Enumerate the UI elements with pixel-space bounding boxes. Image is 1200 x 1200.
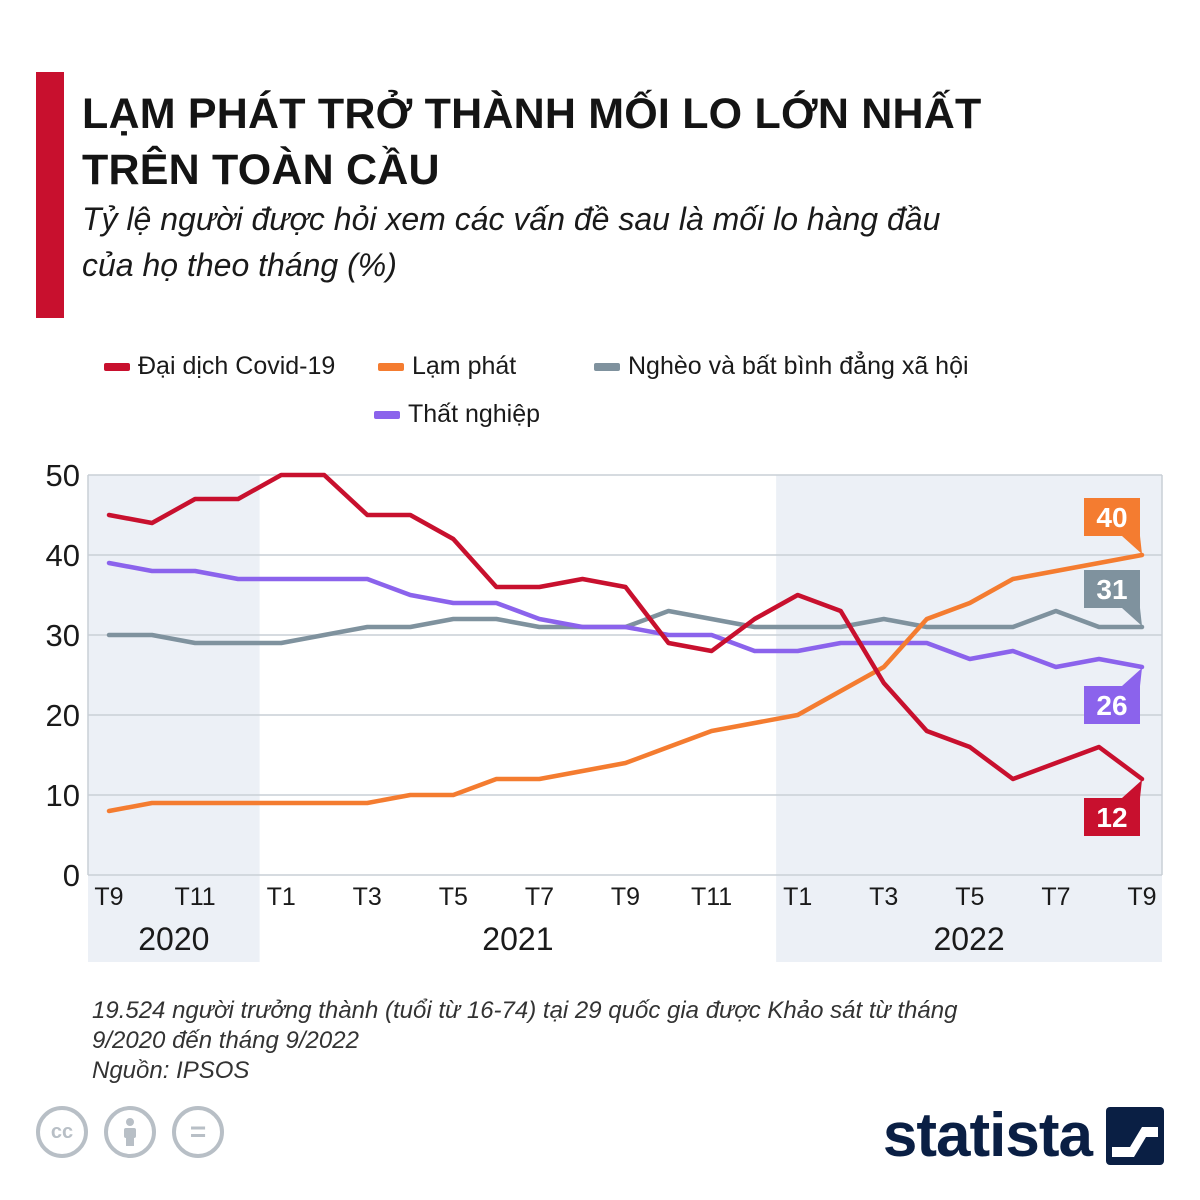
series-line-inflation xyxy=(106,552,1145,814)
x-tick-label-10: T7 xyxy=(525,883,554,911)
callout-box-poverty xyxy=(1084,570,1140,608)
brand-name: statista xyxy=(882,1101,1093,1170)
x-tick-label-18: T3 xyxy=(869,883,898,911)
callout-pointer-unemployment xyxy=(1122,668,1142,686)
legend-item-poverty: Nghèo và bất bình đẳng xã hội xyxy=(594,352,969,381)
attribution-icon[interactable] xyxy=(104,1106,156,1158)
x-tick-label-4: T1 xyxy=(267,883,296,911)
x-tick-label-6: T3 xyxy=(353,883,382,911)
legend-item-unemployment: Thất nghiệp xyxy=(374,400,540,429)
y-tick-label-50: 50 xyxy=(46,458,80,493)
callout-box-covid xyxy=(1084,798,1140,836)
callout-label-covid: 12 xyxy=(1096,802,1127,833)
y-axis-ticks: 0 10 20 30 40 50 xyxy=(46,458,80,893)
x-tick-label-2: T11 xyxy=(174,883,215,911)
callout-label-poverty: 31 xyxy=(1096,574,1127,605)
x-tick-label-14: T11 xyxy=(691,883,732,911)
y-tick-label-30: 30 xyxy=(46,618,80,653)
series-line-covid xyxy=(106,472,1145,782)
x-tick-label-0: T9 xyxy=(94,883,123,911)
legend-swatch-covid xyxy=(104,362,130,371)
series-line-poverty xyxy=(106,608,1145,646)
x-tick-label-8: T5 xyxy=(439,883,468,911)
y-tick-label-0: 0 xyxy=(63,858,80,893)
subtitle-line-1: Tỷ lệ người được hỏi xem các vấn đề sau … xyxy=(82,201,941,237)
callout-pointer-inflation xyxy=(1122,536,1142,554)
callout-box-inflation xyxy=(1084,498,1140,536)
year-band-2022 xyxy=(776,475,1162,962)
title-line-1: LẠM PHÁT TRỞ THÀNH MỐI LO LỚN NHẤT xyxy=(82,90,982,138)
legend-item-inflation: Lạm phát xyxy=(378,352,516,381)
y-tick-label-20: 20 xyxy=(46,698,80,733)
year-label-2022: 2022 xyxy=(933,921,1004,957)
gridlines xyxy=(87,474,1163,876)
x-tick-label-24: T9 xyxy=(1127,883,1156,911)
year-bands xyxy=(88,475,1162,962)
title-line-2: TRÊN TOÀN CẦU xyxy=(82,146,440,194)
legend-label-inflation: Lạm phát xyxy=(412,352,517,380)
legend-label-unemployment: Thất nghiệp xyxy=(408,400,541,428)
footnote-line-1: 19.524 người trưởng thành (tuổi từ 16-74… xyxy=(92,997,958,1024)
x-axis-ticks: T9 T11 T1 T3 T5 T7 T9 T11 T1 T3 T5 T7 T9 xyxy=(94,883,1156,911)
legend-swatch-inflation xyxy=(378,362,404,371)
callout-pointer-covid xyxy=(1122,780,1142,798)
end-value-callouts: 12 40 31 26 xyxy=(1084,498,1142,836)
x-tick-label-22: T7 xyxy=(1041,883,1070,911)
year-labels: 2020 2021 2022 xyxy=(138,921,1004,957)
y-tick-label-10: 10 xyxy=(46,778,80,813)
nd-icon-text: = xyxy=(189,1116,207,1147)
legend-swatch-poverty xyxy=(594,362,620,371)
y-tick-label-40: 40 xyxy=(46,538,80,573)
legend-label-poverty: Nghèo và bất bình đẳng xã hội xyxy=(628,352,969,380)
footnote: 19.524 người trưởng thành (tuổi từ 16-74… xyxy=(92,996,1132,1086)
legend-label-covid: Đại dịch Covid-19 xyxy=(138,352,336,380)
x-tick-label-16: T1 xyxy=(783,883,812,911)
statista-logo[interactable]: statista xyxy=(883,1100,1164,1171)
no-derivatives-icon[interactable]: = xyxy=(172,1106,224,1158)
person-glyph xyxy=(124,1118,136,1146)
year-band-2020 xyxy=(88,475,260,962)
license-icons: cc = xyxy=(36,1106,224,1158)
cc-icon[interactable]: cc xyxy=(36,1106,88,1158)
callout-pointer-poverty xyxy=(1122,608,1142,626)
cc-icon-text: cc xyxy=(50,1120,74,1143)
year-label-2020: 2020 xyxy=(138,921,209,957)
legend-item-covid: Đại dịch Covid-19 xyxy=(104,352,335,381)
legend-swatch-unemployment xyxy=(374,410,400,419)
accent-bar xyxy=(36,72,64,318)
footnote-line-2: 9/2020 đến tháng 9/2022 xyxy=(92,1027,359,1054)
statista-mark-icon xyxy=(1106,1106,1164,1165)
series-lines xyxy=(106,472,1145,814)
legend: Đại dịch Covid-19 Lạm phát Nghèo và bất … xyxy=(0,344,1200,444)
chart-title: LẠM PHÁT TRỞ THÀNH MỐI LO LỚN NHẤT TRÊN … xyxy=(82,86,1142,198)
series-line-unemployment xyxy=(106,560,1145,670)
callout-label-inflation: 40 xyxy=(1096,502,1127,533)
callout-label-unemployment: 26 xyxy=(1096,690,1127,721)
callout-box-unemployment xyxy=(1084,686,1140,724)
subtitle-line-2: của họ theo tháng (%) xyxy=(82,247,397,283)
source-note: Nguồn: IPSOS xyxy=(92,1057,250,1084)
x-tick-label-12: T9 xyxy=(611,883,640,911)
chart-subtitle: Tỷ lệ người được hỏi xem các vấn đề sau … xyxy=(82,196,1142,288)
x-tick-label-20: T5 xyxy=(955,883,984,911)
year-label-2021: 2021 xyxy=(482,921,553,957)
